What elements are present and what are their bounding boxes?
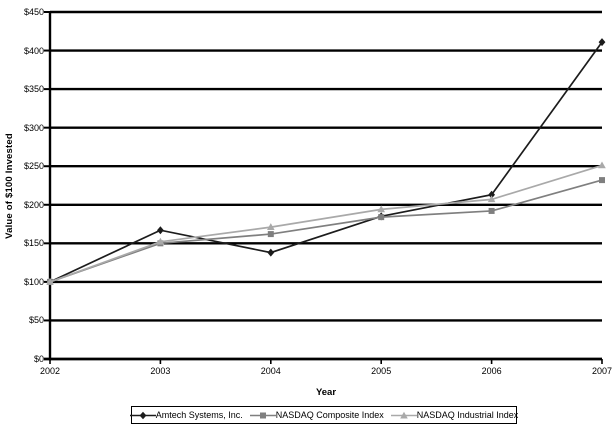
x-axis-title: Year bbox=[315, 387, 337, 398]
x-tick-label: 2006 bbox=[481, 366, 502, 376]
y-tick-label: $200 bbox=[23, 199, 44, 210]
legend: Amtech Systems, Inc. NASDAQ Composite In… bbox=[129, 406, 519, 424]
triangle-marker-icon bbox=[46, 277, 54, 285]
y-tick-label: $300 bbox=[23, 122, 44, 133]
legend-item-nasdaq-composite: NASDAQ Composite Index bbox=[249, 410, 384, 420]
series-line bbox=[49, 41, 603, 283]
square-marker-icon bbox=[378, 214, 385, 221]
x-tick-label: 2002 bbox=[39, 366, 61, 376]
triangle-marker-icon bbox=[267, 223, 275, 230]
diamond-marker-icon bbox=[598, 38, 606, 47]
legend-item-amtech: Amtech Systems, Inc. bbox=[129, 410, 243, 420]
series-line bbox=[49, 164, 603, 283]
legend-square-line-icon bbox=[249, 411, 276, 420]
triangle-marker-icon bbox=[598, 161, 606, 169]
square-marker-icon bbox=[488, 207, 495, 214]
square-marker-icon bbox=[599, 177, 605, 184]
y-tick-label: $150 bbox=[23, 238, 44, 249]
y-tick-label: $50 bbox=[28, 315, 44, 326]
triangle-marker-icon bbox=[377, 205, 385, 213]
legend-triangle-line-icon bbox=[390, 411, 417, 420]
y-tick-label: $250 bbox=[23, 161, 44, 172]
legend-label: NASDAQ Composite Index bbox=[275, 410, 384, 420]
legend-diamond-line-icon bbox=[129, 411, 156, 420]
x-tick-label: 2007 bbox=[591, 366, 613, 376]
y-tick-label: $450 bbox=[23, 7, 44, 17]
x-tick-label: 2004 bbox=[260, 366, 281, 376]
square-marker-icon bbox=[267, 231, 274, 238]
y-axis-title: Value of $100 Invested bbox=[4, 133, 15, 239]
y-tick-label: $350 bbox=[23, 84, 44, 95]
triangle-marker-icon bbox=[487, 195, 496, 203]
y-tick-label: $100 bbox=[23, 276, 44, 287]
legend-item-nasdaq-industrial: NASDAQ Industrial Index bbox=[390, 410, 519, 420]
y-tick-label: $0 bbox=[33, 354, 44, 364]
legend-label: Amtech Systems, Inc. bbox=[155, 410, 243, 420]
diamond-marker-icon bbox=[157, 226, 164, 235]
diamond-marker-icon bbox=[267, 248, 275, 257]
x-tick-label: 2003 bbox=[150, 366, 171, 376]
y-tick-label: $400 bbox=[23, 45, 44, 56]
triangle-marker-icon bbox=[156, 237, 165, 245]
diamond-marker-icon bbox=[488, 190, 495, 199]
series-line bbox=[49, 179, 603, 283]
legend-label: NASDAQ Industrial Index bbox=[416, 410, 519, 420]
x-tick-label: 2005 bbox=[371, 366, 392, 376]
